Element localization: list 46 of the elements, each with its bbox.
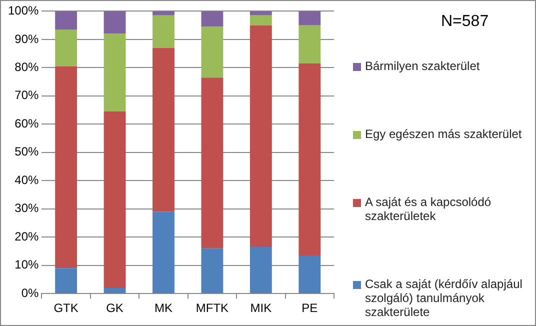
bar [298, 255, 321, 294]
bar [201, 248, 224, 294]
x-tick-label: MFTK [196, 301, 229, 316]
legend-label: Csak a saját (kérdőív alapjául szolgáló) tanulmányok szakterülete [365, 277, 524, 319]
bar [298, 25, 321, 64]
bar [298, 11, 321, 26]
x-tick-label: PE [302, 301, 318, 316]
bar [250, 25, 272, 248]
y-tick-label: 80% [14, 60, 40, 74]
bar [201, 11, 224, 27]
bar [152, 212, 174, 294]
legend-label: A saját és a kapcsolódó szakterületek [365, 195, 492, 223]
y-tick-label: 40% [14, 172, 40, 187]
x-tick-label: GK [106, 301, 124, 316]
bar [250, 11, 272, 16]
bar [55, 30, 78, 66]
bar [201, 78, 224, 248]
bar [55, 11, 78, 30]
legend-label: Egy egészen más szakterület [365, 127, 522, 141]
y-tick-label: 30% [14, 201, 40, 216]
legend-label: Bármilyen szakterület [365, 59, 480, 73]
bar [104, 11, 126, 34]
bar [55, 66, 78, 268]
y-tick-label: 50% [14, 144, 40, 159]
bar [104, 111, 126, 288]
y-tick-label: 100% [8, 4, 40, 18]
bar [55, 268, 78, 294]
bar [152, 48, 174, 212]
text: N=587 [441, 13, 489, 31]
bar [104, 34, 126, 112]
bar [152, 15, 174, 48]
y-tick-label: 0% [21, 286, 40, 300]
bar [152, 11, 174, 16]
y-tick-label: 70% [14, 88, 40, 102]
bar [298, 63, 321, 256]
bar [104, 288, 126, 294]
y-tick-label: 90% [14, 32, 40, 46]
bar [201, 26, 224, 78]
x-tick-label: MIK [250, 301, 272, 316]
y-tick-label: 60% [14, 116, 40, 130]
y-tick-label: 10% [14, 258, 40, 272]
y-tick-label: 20% [14, 229, 40, 244]
bar [250, 247, 272, 294]
bar [250, 15, 272, 26]
x-tick-label: GTK [54, 301, 78, 316]
x-tick-label: MK [154, 301, 172, 316]
